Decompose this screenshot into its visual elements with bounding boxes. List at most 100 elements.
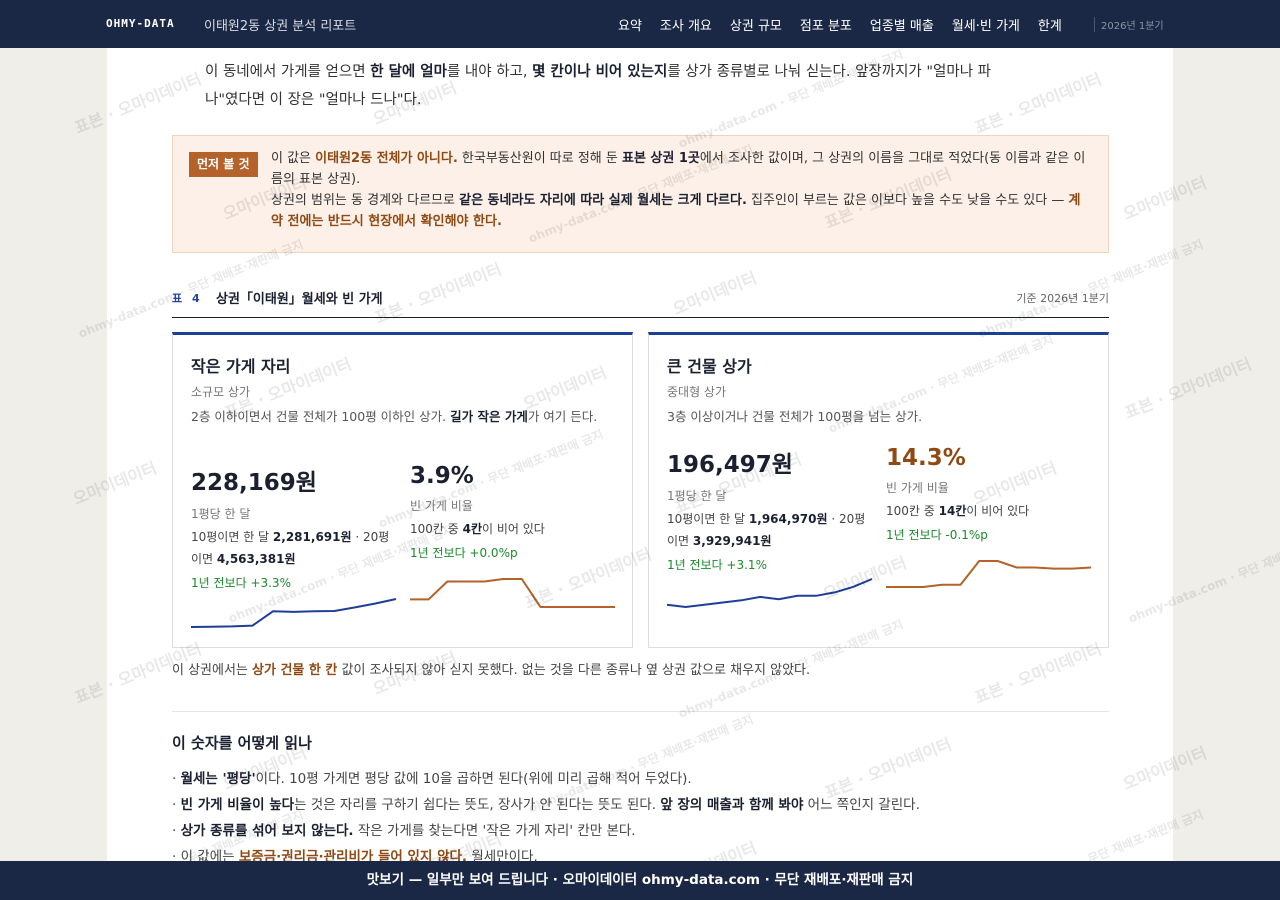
- text-run: ·: [172, 823, 181, 839]
- footer: 맛보기 — 일부만 보여 드립니다 · 오마이데이터 ohmy-data.com…: [0, 861, 1280, 900]
- text-run: 3,929,941원: [692, 534, 772, 548]
- guide-title: 이 숫자를 어떻게 읽나: [172, 734, 312, 752]
- period: 2026년 1분기: [1094, 17, 1174, 32]
- text-run: 이다. 10평 가게면 평당 값에 10을 곱하면 된다(위에 미리 곱해 적어…: [255, 771, 692, 787]
- text-run: 이 값은: [271, 151, 316, 166]
- table-number: 표 4: [172, 292, 203, 305]
- trend-line: [410, 578, 615, 608]
- text-run: 이 비어 있다: [966, 504, 1030, 518]
- text-run: 계약 전에는 반드시 현장에서 확인해야 한다.: [271, 193, 1081, 229]
- nav: 요약 조사 개요 상권 규모 점포 분포 업종별 매출 월세·빈 가게 한계: [618, 15, 1062, 34]
- text-run: 100칸 중: [886, 504, 939, 518]
- metric-change: 1년 전보다 +3.3%: [191, 576, 291, 590]
- text-run: 10평이면 한 달: [667, 512, 749, 526]
- text-run: 상권의 범위는 동 경계와 다르므로: [271, 193, 460, 208]
- guide-list: · 월세는 '평당'이다. 10평 가게면 평당 값에 10을 곱하면 된다(위…: [172, 766, 920, 861]
- rent-metric: 196,497원 1평당 한 달 10평이면 한 달 1,964,970원 · 20…: [667, 445, 872, 573]
- trend-line: [190, 598, 397, 628]
- metric-label: 빈 가게 비율: [410, 499, 473, 513]
- card-desc: 3층 이상이거나 건물 전체가 100평을 넘는 상가.: [667, 407, 1087, 427]
- badge: 먼저 볼 것: [189, 152, 258, 177]
- metric-label: 빈 가게 비율: [886, 481, 949, 495]
- text-run: 상가 건물 한 칸: [252, 663, 338, 678]
- text-run: 2,281,691원: [272, 530, 352, 544]
- metric-detail: 10평이면 한 달 1,964,970원 · 20평이면 3,929,941원: [667, 508, 872, 552]
- vacancy-metric: 3.9% 빈 가게 비율 100칸 중 4칸이 비어 있다 1년 전보다 +0.0%p: [410, 463, 615, 561]
- card-title: 작은 가게 자리: [191, 357, 291, 376]
- text-run: 앞 장의 매출과 함께 봐야: [660, 797, 804, 813]
- text-run: 이 동네에서 가게를 얻으면: [205, 64, 371, 80]
- metric-detail: 100칸 중 14칸이 비어 있다: [886, 500, 1091, 522]
- metric-label: 1평당 한 달: [667, 489, 727, 503]
- text-run: 작은 가게를 찾는다면 '작은 가게 자리' 칸만 본다.: [353, 823, 636, 839]
- text-run: ·: [172, 797, 181, 813]
- table-title: 상권「이태원」월세와 빈 가게: [216, 292, 383, 307]
- text-run: 값이 조사되지 않아 싣지 못했다. 없는 것을 다른 종류나 옆 상권 값으로…: [337, 663, 811, 678]
- text-run: 길가 작은 가게: [450, 409, 528, 424]
- table-basis: 기준 2026년 1분기: [1016, 292, 1109, 305]
- text-run: ·: [172, 771, 181, 787]
- text-run: 를 상가 종류별로 나눠 싣는다. 앞장까지가 "얼마나 파나"였다면 이 장은…: [205, 64, 992, 108]
- text-run: 표본 상권 1곳: [621, 151, 700, 166]
- text-run: 한 달에 얼마: [370, 64, 447, 80]
- logo[interactable]: OHMY-DATA: [106, 17, 175, 30]
- content: 이 동네에서 가게를 얻으면 한 달에 얼마를 내야 하고, 몇 칸이나 비어 …: [107, 48, 1173, 861]
- nav-item[interactable]: 조사 개요: [659, 19, 712, 34]
- guide-item: · 빈 가게 비율이 높다는 것은 자리를 구하기 쉽다는 뜻도, 장사가 안 …: [172, 792, 920, 818]
- report-title: 이태원2동 상권 분석 리포트: [204, 19, 357, 34]
- text-run: 이 비어 있다: [482, 522, 545, 536]
- vacancy-metric: 14.3% 빈 가게 비율 100칸 중 14칸이 비어 있다 1년 전보다 -0.1…: [886, 445, 1091, 543]
- text-run: · 이 값에는: [172, 849, 239, 861]
- metric-change: 1년 전보다 +0.0%p: [410, 546, 518, 560]
- nav-item[interactable]: 점포 분포: [799, 19, 852, 34]
- text-run: 같은 동네라도 자리에 따라 실제 월세는 크게 다르다.: [459, 193, 747, 208]
- intro: 이 동네에서 가게를 얻으면 한 달에 얼마를 내야 하고, 몇 칸이나 비어 …: [205, 58, 1005, 114]
- text-run: 에서 조사한 값이며, 그 상권의 이름을 그대로 적었다(동 이름과 같은 이…: [271, 151, 1086, 187]
- text-run: 2층 이하이면서 건물 전체가 100평 이하인 상가.: [191, 409, 451, 424]
- sparkline: [886, 560, 1092, 588]
- metric-value: 3.9%: [410, 463, 474, 489]
- text-run: · 20평이면: [191, 530, 390, 566]
- sparkline: [666, 578, 873, 609]
- sparkline: [410, 578, 615, 608]
- text-run: 월세만이다.: [467, 849, 538, 861]
- text-run: 이 상권에서는: [172, 663, 253, 678]
- card-desc: 2층 이하이면서 건물 전체가 100평 이하인 상가. 길가 작은 가게가 여…: [191, 407, 611, 427]
- metric-label: 1평당 한 달: [191, 507, 251, 521]
- rent-metric: 228,169원 1평당 한 달 10평이면 한 달 2,281,691원 · 20…: [191, 463, 396, 591]
- card-subtitle: 소규모 상가: [191, 385, 251, 399]
- text-run: 상가 종류를 섞어 보지 않는다.: [180, 823, 354, 839]
- card-subtitle: 중대형 상가: [667, 385, 727, 399]
- nav-item[interactable]: 월세·빈 가게: [951, 19, 1020, 34]
- divider: [172, 711, 1109, 712]
- text-run: 보증금·권리금·관리비가 들어 있지 않다.: [238, 849, 468, 861]
- text-run: 월세는 '평당': [180, 771, 256, 787]
- guide-item: · 이 값에는 보증금·권리금·관리비가 들어 있지 않다. 월세만이다.: [172, 844, 920, 861]
- table-header: 표 4 상권「이태원」월세와 빈 가게 기준 2026년 1분기: [172, 284, 1109, 318]
- text-run: 14칸: [938, 504, 967, 518]
- metric-value: 228,169원: [191, 470, 317, 496]
- sparkline: [190, 598, 397, 628]
- nav-item[interactable]: 요약: [618, 19, 642, 34]
- text-run: 가 여기 든다.: [527, 409, 598, 424]
- nav-item[interactable]: 업종별 매출: [869, 19, 934, 34]
- metric-value: 14.3%: [886, 445, 966, 471]
- top-bar: OHMY-DATA 이태원2동 상권 분석 리포트 요약 조사 개요 상권 규모 점포…: [0, 0, 1280, 48]
- text-run: 3층 이상이거나 건물 전체가 100평을 넘는 상가.: [667, 409, 923, 424]
- text-run: 집주인이 부르는 값은 이보다 높을 수도 낮을 수도 있다 —: [746, 193, 1069, 208]
- text-run: 이태원2동 전체가 아니다.: [315, 151, 458, 166]
- metric-value: 196,497원: [667, 452, 793, 478]
- callout-line: 이 값은 이태원2동 전체가 아니다. 한국부동산원이 따로 정해 둔 표본 상…: [271, 148, 1092, 190]
- text-run: 는 것은 자리를 구하기 쉽다는 뜻도, 장사가 안 된다는 뜻도 된다.: [294, 797, 661, 813]
- metric-change: 1년 전보다 -0.1%p: [886, 528, 988, 542]
- nav-item[interactable]: 상권 규모: [729, 19, 782, 34]
- guide-item: · 월세는 '평당'이다. 10평 가게면 평당 값에 10을 곱하면 된다(위…: [172, 766, 920, 792]
- card-title: 큰 건물 상가: [667, 357, 752, 376]
- text-run: 한국부동산원이 따로 정해 둔: [457, 151, 622, 166]
- nav-item[interactable]: 한계: [1037, 19, 1062, 34]
- trend-line: [666, 578, 873, 609]
- text-run: 4칸: [462, 522, 483, 536]
